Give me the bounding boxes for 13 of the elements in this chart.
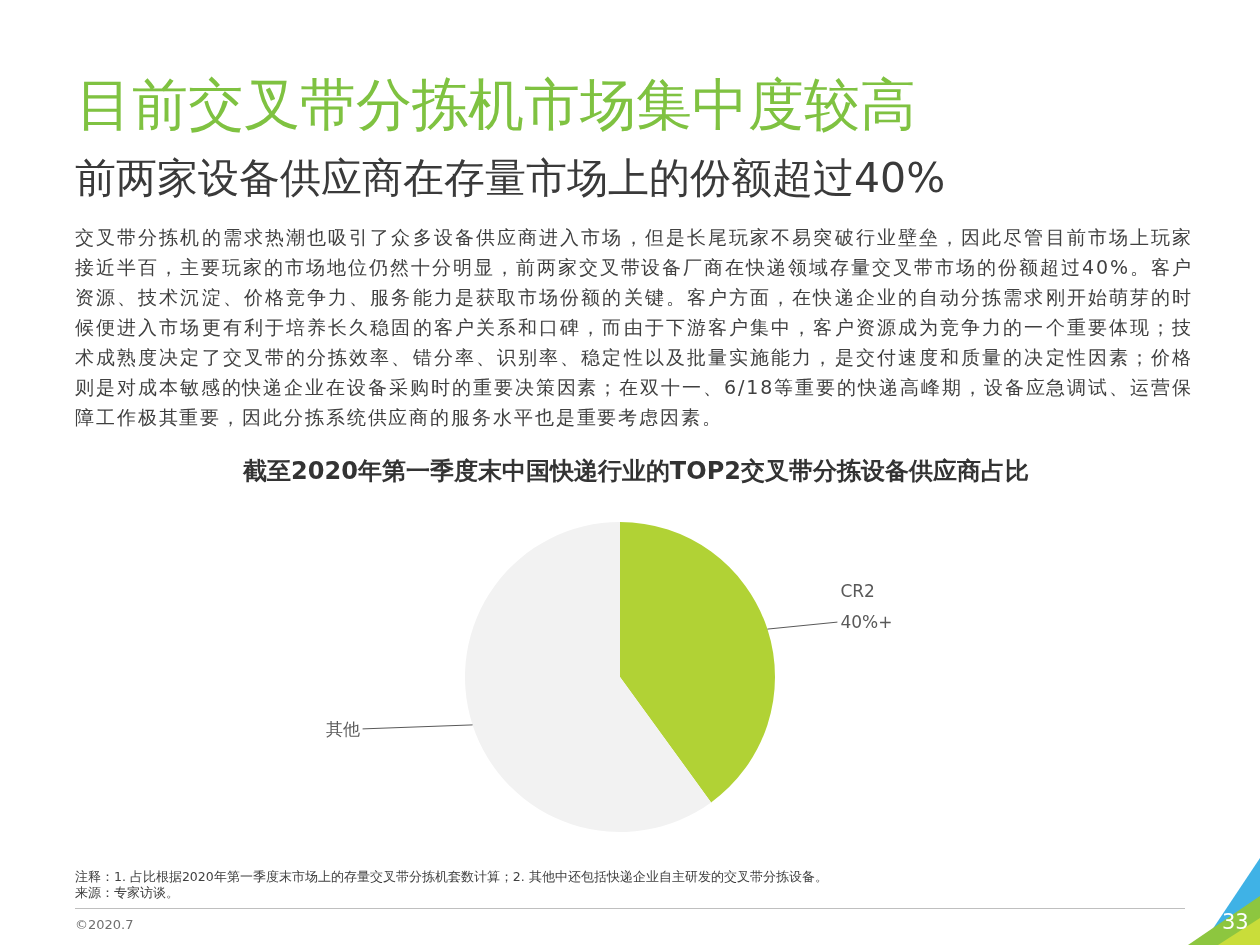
chart-subtitle: 前两家设备供应商在存量市场上的份额超过40% (75, 154, 946, 202)
pie-slice (465, 522, 712, 832)
slice-label: CR2 (840, 581, 875, 602)
text: 33 (1222, 910, 1249, 934)
chart-title: 目前交叉带分拣机市场集中度较高 (76, 72, 916, 137)
source-note: 来源：专家访谈。 (75, 885, 179, 901)
text: 注释：1. 占比根据2020年第一季度末市场上的存量交叉带分拣机套数计算；2. 其他中还包括快递企业自主研发的交叉带分拣设备。 (75, 869, 828, 885)
text: ©2020.7 (75, 917, 134, 933)
text: 交叉带分拣机的需求热潮也吸引了众多设备供应商进入市场，但是长尾玩家不易突破行业壁垒，因此尽管目前市场上玩家接近半百，主要玩家的市场地位仍然十分明显，前两家交叉带设备厂商在快递领域存量交叉带市场的份额超过40%。客户资源、技术沉淀、价格竞争力、服务能力是获取市场份额的关键。客户方面，在快递企业的自动分拣需求刚开始萌芽的时候便进入市场更有利于培养长久稳固的客户关系和口碑，而由于下游客户集中，客户资源成为竞争力的一个重要体现；技术成熟度决定了交叉带的分拣效率、错分率、识别率、稳定性以及批量实施能力，是交付速度和质量的决定性因素；价格则是对成本敏感的快递企业在设备采购时的重要决策因素；在双十一、6/18等重要的快递高峰期，设备应急调试、运营保障工作极其重要，因此分拣系统供应商的服务水平也是重要考虑因素。 (75, 225, 1193, 430)
pie-slice (620, 522, 775, 803)
text: 截至2020年第一季度末中国快递行业的TOP2交叉带分拣设备供应商占比 (242, 456, 1030, 486)
data-label: 40%+ (840, 612, 893, 633)
slice-label: 其他 (325, 718, 360, 739)
